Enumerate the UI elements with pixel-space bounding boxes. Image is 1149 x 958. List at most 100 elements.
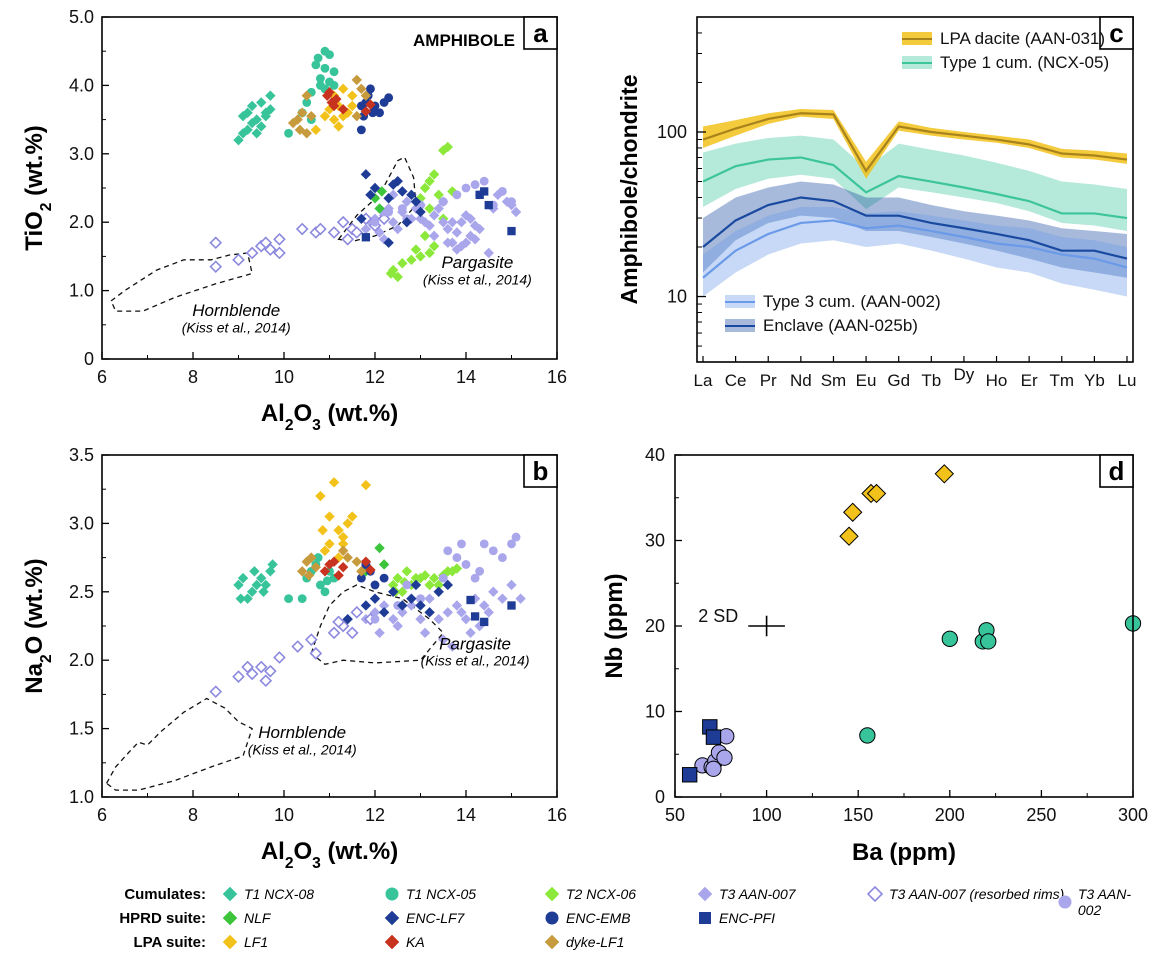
data-point	[419, 627, 431, 639]
data-point	[264, 243, 277, 256]
data-point	[451, 244, 463, 255]
legend-marker	[384, 934, 400, 950]
data-point	[369, 607, 381, 618]
data-point	[345, 626, 359, 640]
legend-item-label: T3 AAN-007 (resorbed rims)	[889, 886, 1065, 902]
data-point	[419, 182, 431, 194]
data-point	[456, 607, 467, 618]
data-point	[328, 114, 340, 125]
y-tick-label: 2.0	[69, 212, 94, 232]
data-point	[315, 580, 325, 590]
data-point	[369, 182, 381, 194]
data-point	[388, 189, 399, 201]
legend-marker	[867, 886, 883, 902]
y-tick-label: 1.5	[69, 719, 94, 739]
panel-tag: c	[1109, 18, 1123, 48]
data-point	[377, 212, 391, 226]
data-point	[337, 538, 349, 550]
data-point	[251, 114, 262, 125]
data-point	[428, 169, 440, 180]
data-point	[397, 600, 408, 611]
data-point	[350, 605, 364, 619]
data-point	[311, 60, 321, 70]
data-point	[424, 203, 435, 214]
legend-marker	[544, 886, 560, 902]
data-point	[402, 580, 412, 590]
legend-marker	[1058, 895, 1072, 909]
data-point	[365, 99, 376, 110]
diamond-marker-icon	[222, 886, 238, 902]
legend-item: T2 NCX-06	[544, 886, 636, 902]
data-point	[342, 518, 353, 529]
x-tick-label: Lu	[1118, 371, 1137, 390]
band-0	[703, 108, 1127, 179]
legend-item-label: ENC-PFI	[719, 910, 775, 926]
data-point	[401, 217, 413, 228]
data-point	[433, 579, 444, 591]
data-point	[438, 145, 449, 156]
x-tick-label: 8	[188, 805, 198, 825]
data-point	[350, 226, 364, 239]
data-point	[451, 227, 463, 238]
data-point	[297, 566, 308, 577]
data-point	[356, 125, 366, 135]
data-point	[361, 233, 371, 242]
data-point	[443, 546, 453, 556]
diamond-marker-icon	[222, 910, 238, 926]
data-point	[383, 193, 394, 204]
legend-item-label: ENC-LF7	[406, 910, 465, 926]
data-point	[249, 566, 260, 577]
data-point	[301, 90, 312, 101]
data-point	[306, 110, 317, 122]
legend-item: T3 AAN-002	[1057, 886, 1149, 918]
data-point	[375, 108, 384, 118]
data-point	[452, 553, 462, 563]
region-label-hornblende: Hornblende	[258, 723, 346, 742]
legend-marker	[385, 887, 399, 901]
data-point	[310, 124, 322, 136]
x-tick-label: Ce	[725, 371, 747, 390]
data-point	[438, 634, 449, 645]
diamond-marker-icon	[384, 934, 400, 950]
data-point	[337, 83, 349, 95]
data-point	[319, 545, 331, 556]
legend-marker	[222, 886, 238, 902]
data-point	[483, 247, 494, 259]
data-point	[447, 566, 458, 577]
data-point	[488, 546, 498, 556]
x-tick-label: Eu	[856, 371, 877, 390]
panel-b: 6 8 10 12 14 16 1.0 1.5 2.0 2.5 3.0 3.5 b Al2O3 (wt.%…	[21, 445, 567, 872]
data-point	[428, 572, 440, 584]
data-point	[267, 559, 278, 570]
x-tick-label: Tb	[921, 371, 941, 390]
legend-label: Type 3 cum. (AAN-002)	[763, 292, 941, 311]
data-point	[310, 561, 322, 573]
data-point	[497, 187, 507, 196]
data-point	[681, 767, 698, 783]
data-point	[303, 570, 315, 581]
panel-tag: b	[533, 456, 549, 486]
legend-marker	[544, 934, 560, 950]
data-point	[474, 223, 485, 235]
data-point	[297, 594, 307, 604]
data-point	[324, 511, 335, 522]
data-point	[401, 196, 413, 207]
data-point	[941, 630, 958, 647]
data-point	[337, 561, 349, 573]
data-point	[442, 579, 453, 591]
data-point	[424, 593, 435, 604]
data-point	[378, 559, 390, 570]
panel-tag-box	[1099, 454, 1134, 488]
legend-item: NLF	[222, 910, 270, 926]
legend-item-label: T1 NCX-05	[406, 886, 477, 902]
data-point	[254, 660, 268, 674]
data-point	[470, 612, 480, 621]
x-axis-title: Al2O3 (wt.%)	[261, 400, 398, 434]
data-point	[265, 90, 276, 101]
data-point	[506, 579, 517, 591]
series-line	[702, 196, 1128, 260]
data-point	[209, 236, 223, 250]
data-point	[324, 538, 335, 550]
data-point	[347, 511, 358, 522]
region-label-pargasite: Pargasite	[439, 634, 511, 653]
